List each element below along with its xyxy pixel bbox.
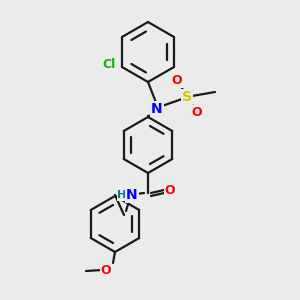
Text: S: S (182, 90, 192, 104)
Text: N: N (126, 188, 138, 202)
Text: H: H (117, 190, 127, 200)
Text: O: O (192, 106, 202, 118)
Text: O: O (165, 184, 175, 196)
Text: Cl: Cl (102, 58, 116, 71)
Text: O: O (172, 74, 182, 88)
Text: N: N (151, 102, 163, 116)
Text: O: O (101, 263, 111, 277)
